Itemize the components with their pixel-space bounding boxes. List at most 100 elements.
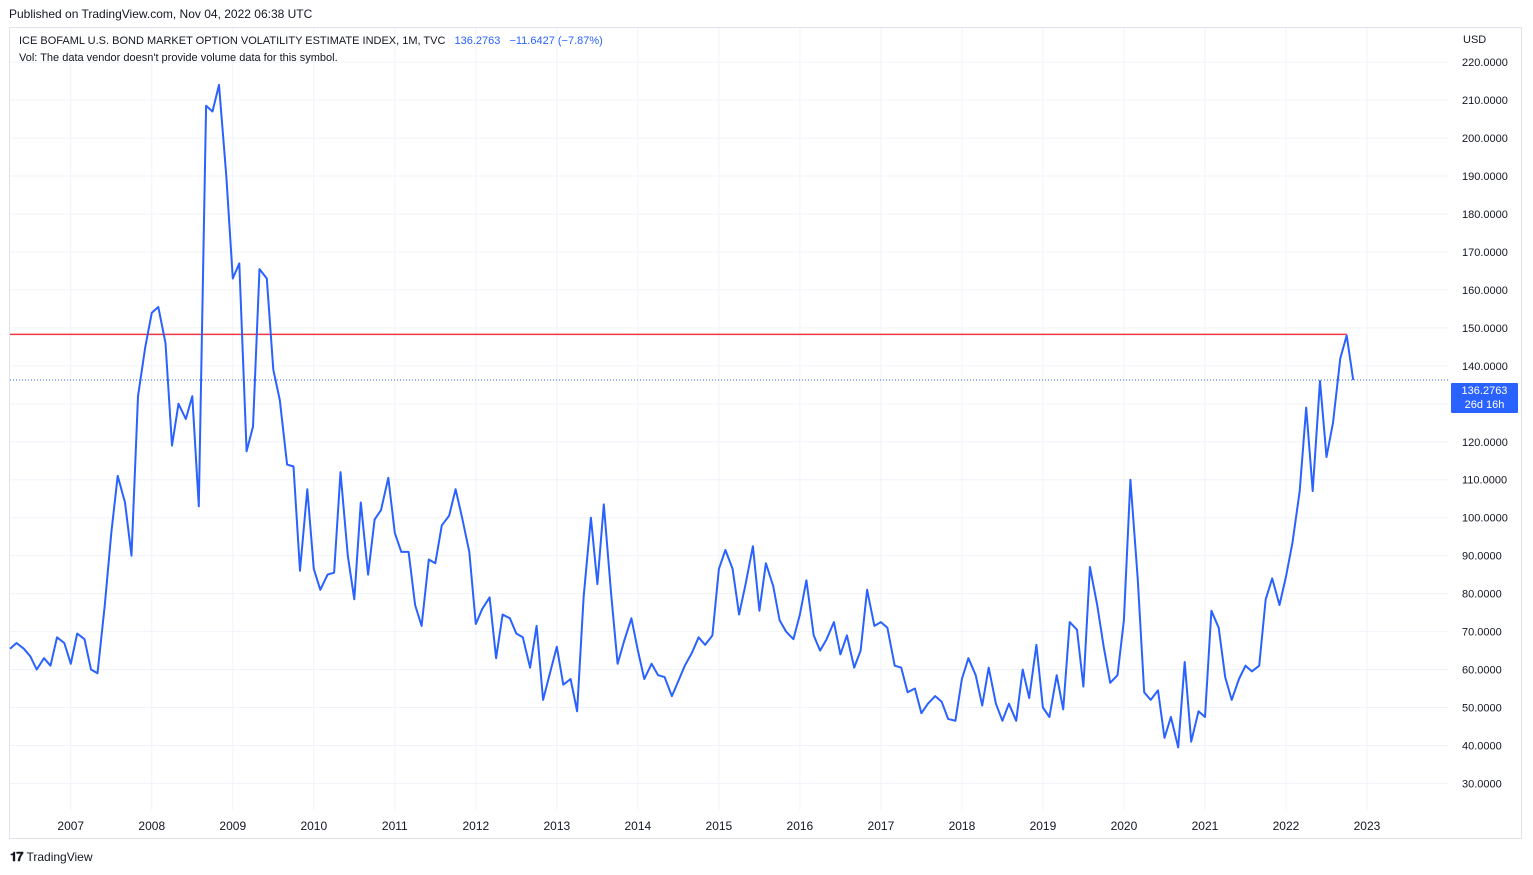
series-point — [914, 688, 916, 690]
x-tick-label: 2011 — [382, 819, 408, 833]
series-point — [1143, 691, 1145, 693]
series-point — [873, 625, 875, 627]
series-point — [1137, 577, 1139, 579]
x-tick-label: 2019 — [1030, 819, 1057, 833]
series-point — [846, 634, 848, 636]
series-point — [981, 705, 983, 707]
series-point — [590, 517, 592, 519]
series-point — [185, 418, 187, 420]
series-point — [400, 551, 402, 553]
series-point — [1312, 490, 1314, 492]
tradingview-logo-icon: 𝟏𝟕 — [10, 849, 24, 864]
series-point — [1271, 577, 1273, 579]
series-point — [603, 503, 605, 505]
series-point — [833, 621, 835, 623]
series-point — [1251, 670, 1253, 672]
series-point — [1292, 541, 1294, 543]
series-point — [583, 596, 585, 598]
series-point — [299, 570, 301, 572]
series-point — [785, 631, 787, 633]
series-point — [1210, 610, 1212, 612]
series-point — [542, 699, 544, 701]
series-point — [765, 562, 767, 564]
series-point — [886, 627, 888, 629]
price-tag-countdown: 26d 16h — [1464, 399, 1505, 411]
series-point — [1082, 686, 1084, 688]
series-point — [610, 593, 612, 595]
legend-title-row: ICE BOFAML U.S. BOND MARKET OPTION VOLAT… — [19, 35, 603, 47]
series-point — [779, 619, 781, 621]
series-point — [1076, 629, 1078, 631]
series-point — [1157, 689, 1159, 691]
currency-label[interactable]: USD — [1463, 34, 1487, 46]
series-point — [711, 634, 713, 636]
series-point — [549, 670, 551, 672]
series-point — [333, 572, 335, 574]
series-point — [853, 667, 855, 669]
series-point — [1056, 674, 1058, 676]
series-point — [489, 596, 491, 598]
y-tick-label: 60.0000 — [1462, 665, 1502, 677]
series-point — [441, 524, 443, 526]
series-point — [515, 633, 517, 635]
series-point — [238, 262, 240, 264]
series-point — [920, 712, 922, 714]
x-tick-label: 2017 — [868, 819, 895, 833]
series-point — [360, 502, 362, 504]
price-tag-value: 136.2763 — [1461, 385, 1508, 397]
y-tick-label: 90.0000 — [1462, 551, 1502, 563]
series-point — [927, 703, 929, 705]
x-tick-label: 2020 — [1111, 819, 1138, 833]
series-point — [421, 625, 423, 627]
series-point — [1224, 676, 1226, 678]
series-point — [698, 636, 700, 638]
series-point — [1218, 627, 1220, 629]
series-point — [1352, 379, 1354, 381]
series-point — [1170, 716, 1172, 718]
series-point — [954, 720, 956, 722]
series-point — [387, 477, 389, 479]
series-point — [570, 678, 572, 680]
series-point — [171, 445, 173, 447]
series-point — [1190, 741, 1192, 743]
series-point — [509, 617, 511, 619]
series-point — [630, 617, 632, 619]
series-point — [1069, 621, 1071, 623]
y-tick-label: 220.0000 — [1462, 57, 1508, 69]
series-point — [340, 471, 342, 473]
series-point — [758, 610, 760, 612]
published-note: Published on TradingView.com, Nov 04, 20… — [9, 7, 313, 21]
series-point — [657, 674, 659, 676]
series-point — [894, 665, 896, 667]
change-value: −11.6427 (−7.87%) — [509, 35, 603, 47]
series-point — [995, 703, 997, 705]
series-point — [1150, 699, 1152, 701]
series-point — [947, 718, 949, 720]
series-point — [900, 667, 902, 669]
series-line[interactable] — [9, 83, 1355, 749]
series-point — [1305, 407, 1307, 409]
series-point — [408, 551, 410, 553]
series-point — [56, 636, 58, 638]
series-point — [1238, 678, 1240, 680]
series-point — [1062, 708, 1064, 710]
series-point — [724, 549, 726, 551]
series-point — [151, 312, 153, 314]
series-point — [617, 663, 619, 665]
last-value: 136.2763 — [454, 35, 501, 47]
y-tick-label: 160.0000 — [1462, 285, 1508, 297]
y-tick-label: 170.0000 — [1462, 247, 1508, 259]
series-point — [481, 608, 483, 610]
y-tick-label: 190.0000 — [1462, 171, 1508, 183]
x-tick-label: 2014 — [625, 819, 652, 833]
series-point — [562, 684, 564, 686]
series-point — [752, 545, 754, 547]
series-point — [97, 672, 99, 674]
symbol-title[interactable]: ICE BOFAML U.S. BOND MARKET OPTION VOLAT… — [19, 35, 446, 47]
series-point — [259, 268, 261, 270]
series-point — [988, 667, 990, 669]
series-point — [84, 638, 86, 640]
series-point — [225, 175, 227, 177]
tradingview-logo[interactable]: 𝟏𝟕 TradingView — [10, 849, 93, 865]
